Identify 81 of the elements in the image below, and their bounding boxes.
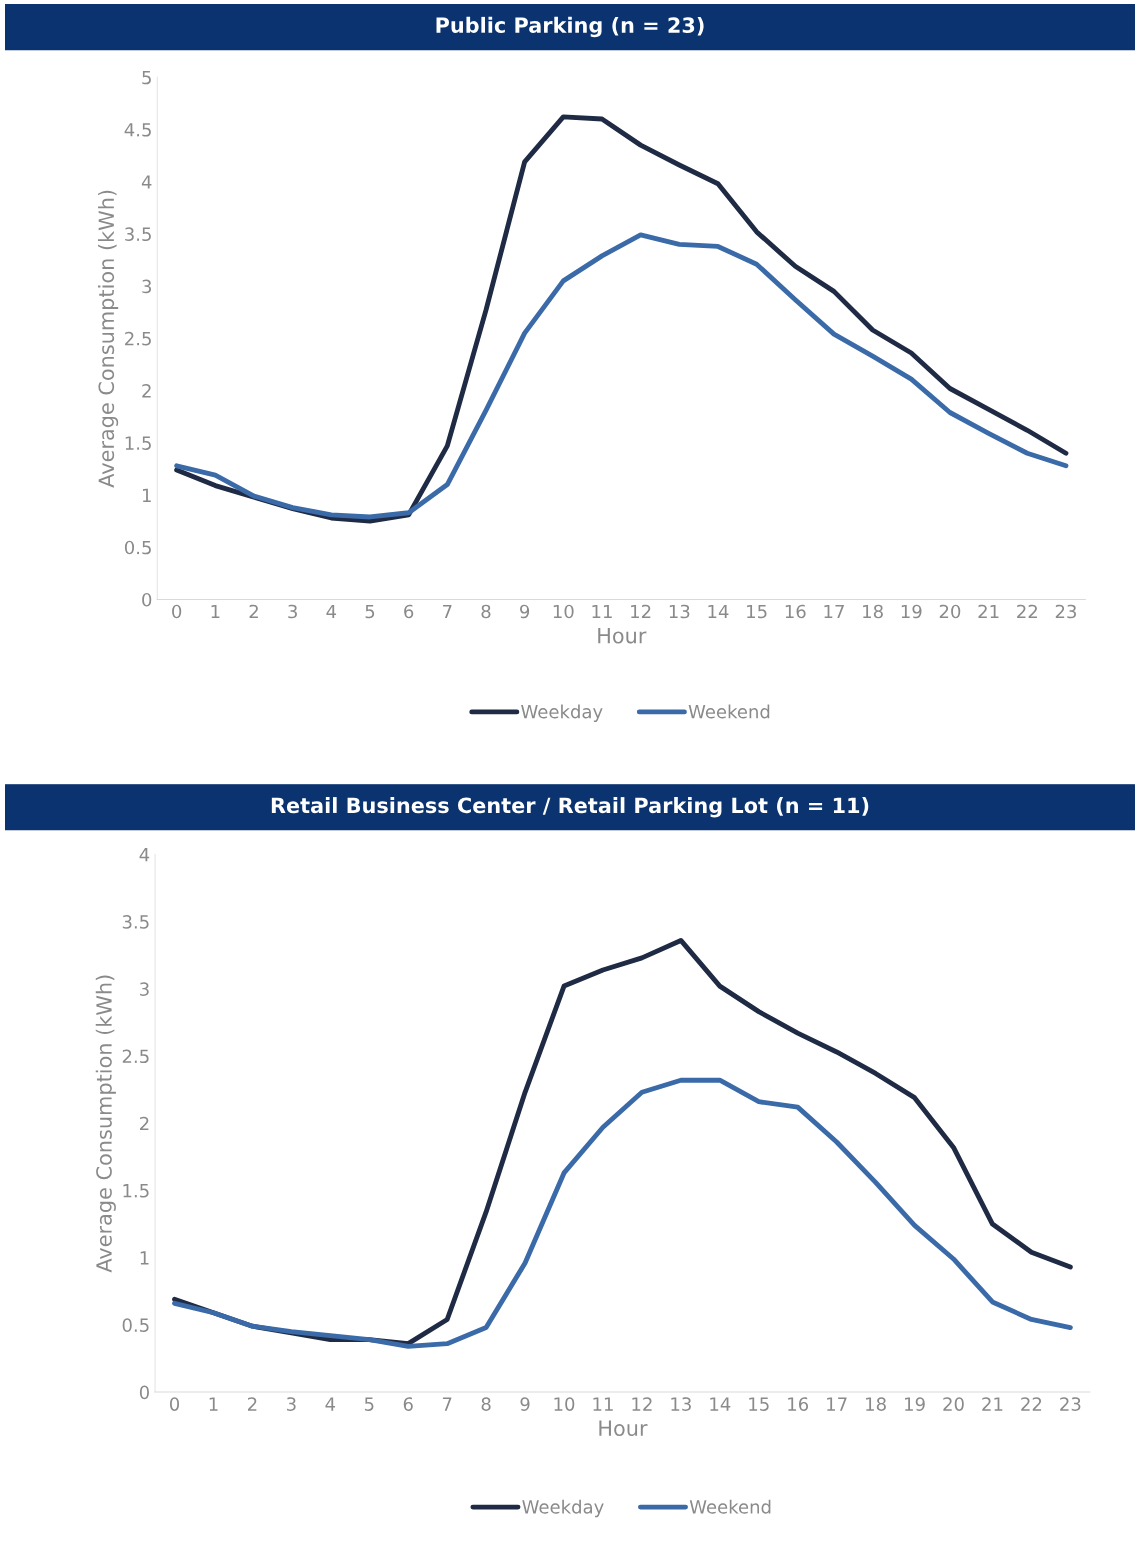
x-tick-label: 7 [443, 604, 452, 619]
line-series [174, 232, 1069, 520]
y-tick-label: 2.5 [125, 331, 151, 346]
legend-label: Weekday [522, 1499, 604, 1518]
x-tick-label: 1 [209, 1397, 218, 1411]
x-tick-label: 4 [326, 604, 337, 619]
x-tick-label: 19 [905, 1397, 925, 1411]
x-axis-title: Hour [599, 1420, 648, 1437]
y-tick-label: 0 [142, 592, 152, 607]
x-tick-label: 17 [827, 1397, 847, 1411]
x-tick-label: 13 [671, 1397, 691, 1411]
y-tick-label: 2 [142, 384, 151, 398]
x-tick-label: 15 [747, 604, 767, 619]
y-tick-label: 4.5 [124, 123, 151, 137]
x-tick-label: 11 [593, 1397, 613, 1411]
x-tick-label: 12 [632, 1397, 652, 1411]
legend-label: Weekend [688, 704, 770, 719]
x-tick-label: 16 [788, 1397, 809, 1411]
x-tick-label: 6 [403, 1397, 413, 1411]
y-tick-label: 5 [142, 70, 151, 85]
x-tick-label: 3 [287, 1397, 296, 1411]
y-tick-label: 3 [140, 982, 149, 996]
y-axis-title: Average Consumption (kWh) [98, 190, 119, 488]
x-tick-label: 13 [669, 604, 690, 619]
x-tick-label: 5 [364, 1397, 374, 1411]
chart-title: Public Parking (n = 23) [436, 16, 704, 38]
x-tick-label: 21 [982, 1397, 1003, 1411]
y-tick-label: 0.5 [122, 1318, 149, 1332]
x-tick-label: 6 [404, 604, 414, 619]
x-tick-label: 5 [365, 604, 375, 619]
x-tick-label: 20 [943, 1397, 964, 1411]
x-tick-label: 8 [481, 604, 491, 619]
y-tick-label: 3.5 [125, 227, 151, 242]
x-tick-label: 0 [172, 604, 182, 619]
x-axis-title: Hour [598, 627, 647, 644]
y-tick-label: 1.5 [123, 1184, 149, 1198]
x-tick-label: 11 [592, 604, 612, 619]
y-tick-label: 4 [139, 848, 150, 862]
x-tick-label: 22 [1021, 1397, 1042, 1411]
x-tick-label: 23 [1060, 1397, 1081, 1411]
x-tick-label: 18 [863, 604, 883, 619]
x-tick-label: 0 [169, 1397, 180, 1411]
x-tick-label: 10 [553, 604, 574, 619]
y-tick-label: 0 [139, 1385, 149, 1400]
y-tick-label: 0.5 [124, 540, 151, 555]
legend-label: Weekday [521, 704, 603, 722]
x-tick-label: 10 [554, 1397, 575, 1411]
x-tick-label: 12 [631, 604, 651, 619]
x-tick-label: 9 [520, 604, 530, 619]
legend-label: Weekend [689, 1499, 771, 1514]
x-tick-label: 9 [520, 1397, 530, 1411]
y-tick-label: 1 [140, 1251, 149, 1265]
chart-title: Retail Business Center / Retail Parking Lot (n = 11) [271, 797, 869, 818]
y-tick-label: 3 [142, 279, 152, 294]
x-tick-label: 14 [710, 1397, 731, 1411]
x-tick-label: 16 [785, 604, 806, 619]
line-series [172, 1077, 1073, 1349]
x-tick-label: 19 [901, 604, 922, 619]
x-tick-label: 15 [749, 1397, 769, 1411]
x-tick-label: 7 [442, 1397, 452, 1411]
y-tick-label: 2.5 [122, 1049, 149, 1064]
x-tick-label: 22 [1017, 604, 1037, 619]
x-tick-label: 2 [249, 604, 258, 619]
x-tick-label: 1 [211, 604, 220, 619]
x-tick-label: 18 [866, 1397, 886, 1411]
x-tick-label: 3 [288, 604, 297, 619]
x-tick-label: 20 [939, 604, 961, 619]
x-tick-label: 14 [708, 604, 729, 619]
x-tick-label: 2 [247, 1397, 257, 1411]
y-tick-label: 1 [142, 488, 151, 502]
line-series [174, 114, 1069, 524]
x-tick-label: 4 [325, 1397, 336, 1411]
y-axis-title: Average Consumption (kWh) [95, 975, 116, 1273]
x-tick-label: 21 [978, 604, 999, 619]
y-tick-label: 4 [141, 175, 152, 189]
y-tick-label: 2 [140, 1116, 149, 1131]
x-tick-label: 23 [1055, 604, 1076, 619]
x-tick-label: 8 [481, 1397, 491, 1411]
x-tick-label: 17 [824, 604, 844, 619]
y-tick-label: 3.5 [122, 915, 149, 929]
y-tick-label: 1.5 [125, 436, 151, 450]
